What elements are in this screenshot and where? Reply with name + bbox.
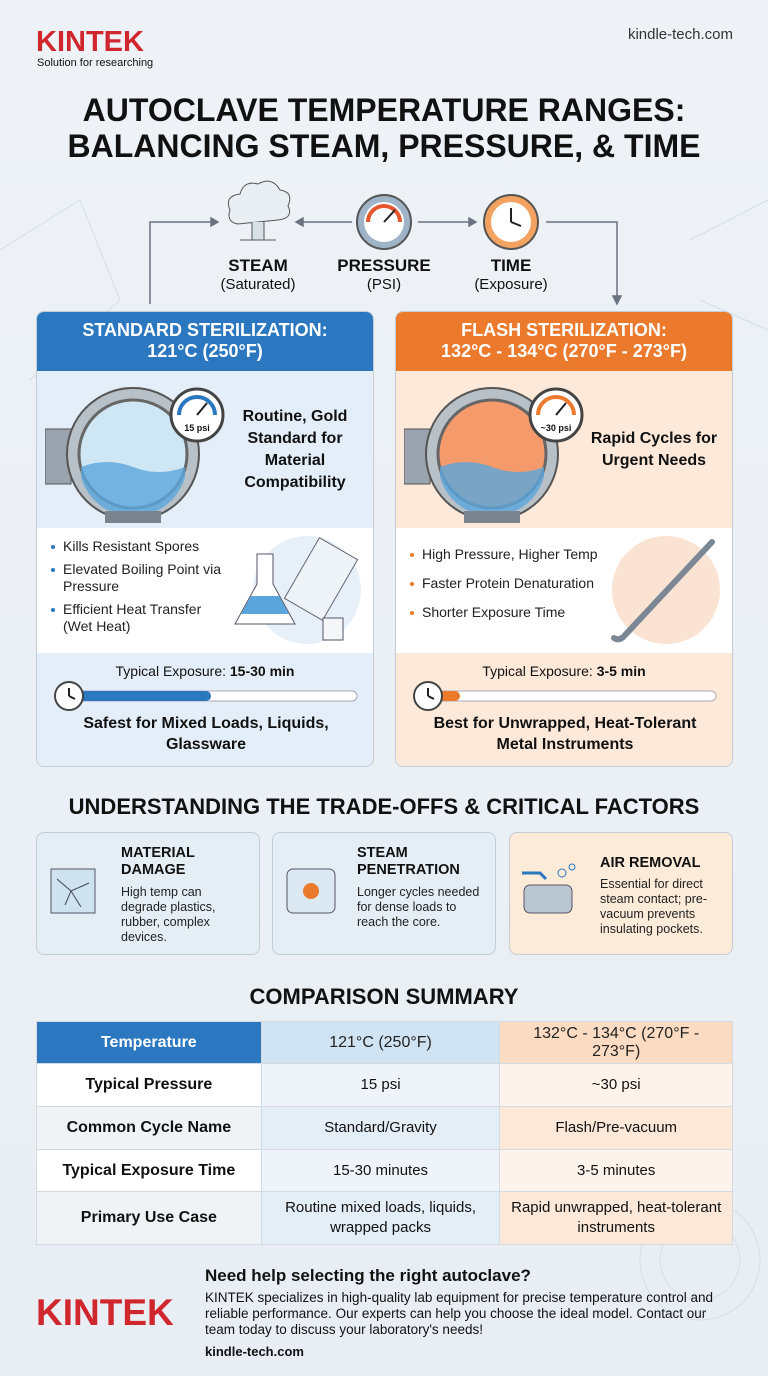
table-row: Typical Exposure Time 15-30 minutes 3-5 mi… xyxy=(36,1149,733,1192)
table-row: Typical Pressure 15 psi ~30 psi xyxy=(36,1063,733,1107)
labware-icon xyxy=(234,536,361,644)
table-cell: Rapid unwrapped, heat-tolerant instrumen… xyxy=(499,1191,733,1245)
brand: KINTEK xyxy=(36,26,144,58)
table-cell: 15-30 minutes xyxy=(260,1149,501,1192)
autoclave-icon xyxy=(45,387,225,523)
card-title: AIR REMOVAL xyxy=(600,855,701,871)
card-icon xyxy=(522,863,576,914)
footer-body: KINTEK specializes in high-quality lab e… xyxy=(205,1290,714,1337)
bullet: Efficient Heat Transfer (Wet Heat) xyxy=(51,601,231,635)
cycle-label: TIME xyxy=(490,256,532,275)
panel-image-area: ~30 psi Rapid Cycles for Urgent Needs xyxy=(396,371,732,528)
bullet-area: Kills Resistant Spores Elevated Boiling P… xyxy=(37,528,373,653)
panel-header: STANDARD STERILIZATION: 121°C (250°F) xyxy=(37,312,373,371)
panel-heading: 121°C (250°F) xyxy=(147,341,263,361)
panel-heading: STANDARD STERILIZATION: xyxy=(82,320,328,340)
card-icon xyxy=(50,868,96,914)
gauge-label: 15 psi xyxy=(184,423,210,433)
exposure-area: Typical Exposure: 3-5 min Best for Unwrap… xyxy=(396,653,732,766)
exposure-value: 3-5 min xyxy=(596,663,646,679)
panel-image-area: 15 psi Routine, Gold Standard for Materia… xyxy=(37,371,373,528)
footer-brand: KINTEK xyxy=(36,1292,174,1333)
exposure-text: Typical Exposure: 15-30 min xyxy=(37,663,373,679)
trade-off-card: STEAM PENETRATION Longer cycles needed fo… xyxy=(272,832,496,955)
exposure-area: Typical Exposure: 15-30 min Safest for Mi… xyxy=(37,653,373,766)
table-row: Primary Use Case Routine mixed loads, liq… xyxy=(36,1191,733,1245)
panel: STANDARD STERILIZATION: 121°C (250°F) 15 p… xyxy=(36,311,374,767)
cycle-sub: (PSI) xyxy=(366,276,402,293)
exposure-bar xyxy=(54,681,358,711)
panel-heading: FLASH STERILIZATION: xyxy=(461,320,667,340)
table-cell: 3-5 minutes xyxy=(499,1149,733,1192)
exposure-label: Typical Exposure: xyxy=(115,663,227,679)
gauge-label: ~30 psi xyxy=(540,423,572,433)
cycle-label: PRESSURE xyxy=(337,256,431,275)
instrument-icon xyxy=(611,536,720,644)
bullet: Faster Protein Denaturation xyxy=(410,575,630,592)
section-title: UNDERSTANDING THE TRADE-OFFS & CRITICAL … xyxy=(68,794,700,819)
table-cell: 15 psi xyxy=(260,1063,501,1107)
panel-header: FLASH STERILIZATION: 132°C - 134°C (270°F… xyxy=(396,312,732,371)
table-cell: Typical Pressure xyxy=(36,1063,262,1107)
card-title: STEAM PENETRATION xyxy=(357,845,460,878)
exposure-text: Typical Exposure: 3-5 min xyxy=(396,663,732,679)
exposure-value: 15-30 min xyxy=(229,663,295,679)
card-icon xyxy=(286,868,336,914)
table-header-cell: 132°C - 134°C (270°F - 273°F) xyxy=(499,1021,733,1064)
title: AUTOCLAVE TEMPERATURE RANGES: BALANCING S… xyxy=(0,92,768,164)
card-title: MATERIAL DAMAGE xyxy=(121,845,195,878)
bullet-area: High Pressure, Higher Temp Faster Protein… xyxy=(396,528,732,653)
autoclave-icon xyxy=(404,387,584,523)
card-text: Longer cycles needed for dense loads to … xyxy=(357,885,480,929)
table-cell: Typical Exposure Time xyxy=(36,1149,262,1192)
title-line: AUTOCLAVE TEMPERATURE RANGES: xyxy=(82,92,686,128)
title-line: BALANCING STEAM, PRESSURE, & TIME xyxy=(67,128,701,164)
panel-footer: Best for Unwrapped, Heat-Tolerant Metal … xyxy=(433,715,697,753)
bullet-list: Kills Resistant Spores Elevated Boiling P… xyxy=(51,538,231,641)
exposure-label: Typical Exposure: xyxy=(482,663,593,679)
table-cell: Standard/Gravity xyxy=(260,1106,501,1150)
cycle-sub: (Saturated) xyxy=(220,276,296,293)
panel-tagline: Routine, Gold Standard for Material Comp… xyxy=(242,407,348,491)
panel-tagline: Rapid Cycles for Urgent Needs xyxy=(590,429,718,469)
panel-heading: 132°C - 134°C (270°F - 273°F) xyxy=(441,341,687,361)
bullet: High Pressure, Higher Temp xyxy=(410,546,630,563)
url: kindle-tech.com xyxy=(627,26,733,43)
exposure-bar xyxy=(413,681,717,711)
bullet: Shorter Exposure Time xyxy=(410,604,630,621)
bullet: Kills Resistant Spores xyxy=(51,538,231,555)
table-header-cell: 121°C (250°F) xyxy=(260,1021,501,1064)
card-text: High temp can degrade plastics, rubber, … xyxy=(121,885,216,944)
table-cell: ~30 psi xyxy=(499,1063,733,1107)
footer-heading: Need help selecting the right autoclave? xyxy=(205,1266,531,1285)
table-header-row: Temperature 121°C (250°F) 132°C - 134°C (2… xyxy=(36,1021,733,1064)
bullet: Elevated Boiling Point via Pressure xyxy=(51,561,231,595)
section-title: COMPARISON SUMMARY xyxy=(249,984,519,1009)
panel: FLASH STERILIZATION: 132°C - 134°C (270°F… xyxy=(395,311,733,767)
table-cell: Routine mixed loads, liquids, wrapped pa… xyxy=(260,1191,501,1245)
card-text: Essential for direct steam contact; pre-… xyxy=(600,877,707,936)
table-cell: Flash/Pre-vacuum xyxy=(499,1106,733,1150)
comparison-table: Temperature 121°C (250°F) 132°C - 134°C (2… xyxy=(36,1021,733,1245)
trade-off-card: AIR REMOVAL Essential for direct steam co… xyxy=(509,832,733,955)
trade-off-card: MATERIAL DAMAGE High temp can degrade pla… xyxy=(36,832,260,955)
cycle-label: STEAM xyxy=(228,256,288,275)
panel-footer: Safest for Mixed Loads, Liquids, Glasswa… xyxy=(83,715,329,753)
cycle-sub: (Exposure) xyxy=(474,276,548,293)
table-cell: Primary Use Case xyxy=(36,1191,262,1245)
footer-url: kindle-tech.com xyxy=(205,1344,304,1359)
table-cell: Common Cycle Name xyxy=(36,1106,262,1150)
bullet-list: High Pressure, Higher Temp Faster Protein… xyxy=(410,546,630,633)
table-header-cell: Temperature xyxy=(36,1021,262,1064)
table-row: Common Cycle Name Standard/Gravity Flash/P… xyxy=(36,1106,733,1150)
tagline: Solution for researching xyxy=(37,57,154,69)
